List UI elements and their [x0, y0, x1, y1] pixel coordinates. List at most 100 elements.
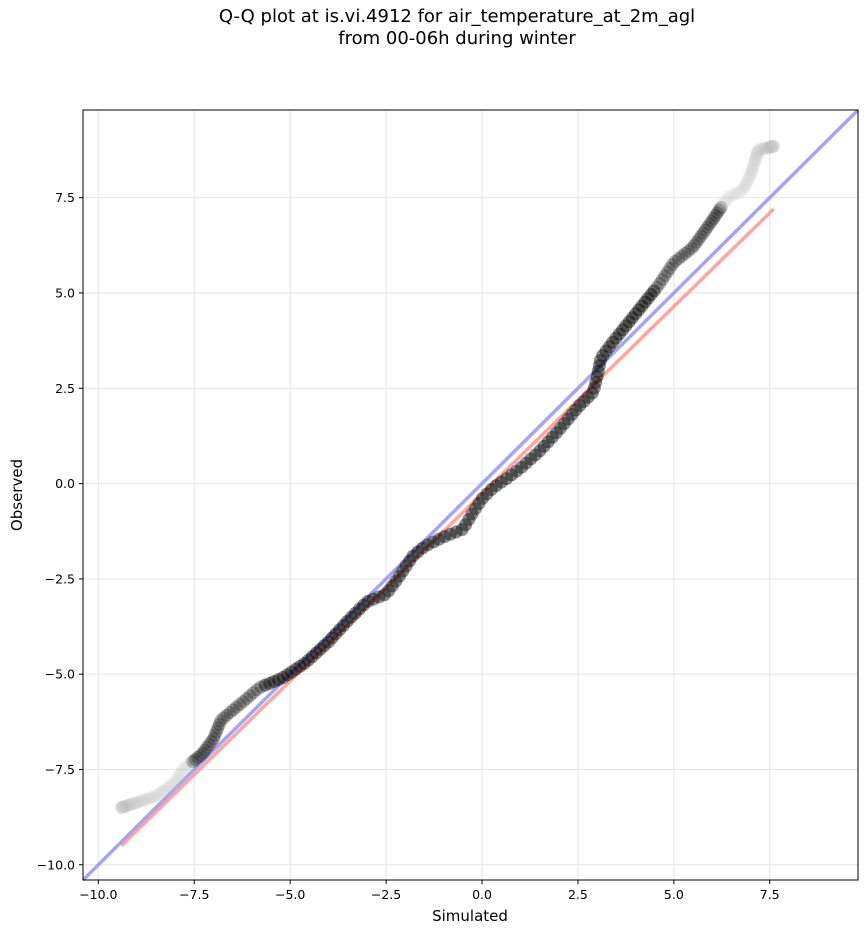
- qq-point: [766, 139, 780, 153]
- qq-point: [748, 155, 762, 169]
- qq-point: [115, 801, 129, 815]
- qq-point: [738, 179, 752, 193]
- qq-point: [585, 386, 599, 400]
- qq-point: [406, 549, 420, 563]
- qq-point: [357, 598, 371, 612]
- qq-point: [703, 217, 717, 231]
- qq-point: [126, 797, 140, 811]
- qq-point: [484, 483, 498, 497]
- scatter-points: [114, 139, 781, 815]
- qq-point: [123, 798, 137, 812]
- qq-point: [719, 193, 733, 207]
- qq-point: [263, 676, 277, 690]
- qq-point: [692, 232, 706, 246]
- qq-point: [293, 659, 307, 673]
- qq-point: [117, 800, 131, 814]
- qq-point: [581, 390, 595, 404]
- fit-line: [120, 207, 775, 847]
- qq-point: [736, 183, 750, 197]
- qq-point: [163, 779, 177, 793]
- qq-point: [737, 181, 751, 195]
- x-tick-label: −2.5: [371, 887, 401, 902]
- qq-point: [758, 141, 772, 155]
- qq-point: [250, 683, 264, 697]
- qq-point: [455, 523, 469, 537]
- qq-point: [569, 403, 583, 417]
- qq-point: [541, 435, 555, 449]
- qq-point: [329, 627, 343, 641]
- qq-point: [524, 452, 538, 466]
- qq-point: [352, 602, 366, 616]
- qq-point: [276, 671, 290, 685]
- qq-point: [724, 189, 738, 203]
- qq-point: [170, 772, 184, 786]
- qq-point: [186, 755, 200, 769]
- qq-point: [214, 714, 228, 728]
- qq-point: [396, 564, 410, 578]
- qq-point: [208, 728, 222, 742]
- x-tick-label: −5.0: [275, 887, 305, 902]
- grid: [83, 110, 858, 880]
- x-tick-label: 0.0: [472, 887, 492, 902]
- qq-point: [750, 146, 764, 160]
- qq-point: [116, 800, 130, 814]
- qq-point: [233, 697, 247, 711]
- qq-point: [361, 594, 375, 608]
- qq-point: [459, 518, 473, 532]
- qq-point: [761, 141, 775, 155]
- qq-point: [169, 774, 183, 788]
- qq-point: [159, 782, 173, 796]
- qq-point: [766, 139, 780, 153]
- qq-point: [152, 787, 166, 801]
- y-axis-ticks: −10.0 −7.5 −5.0 −2.5 0.0 2.5 5.0 7.5: [37, 190, 83, 872]
- qq-point: [129, 796, 143, 810]
- qq-point: [717, 195, 731, 209]
- qq-point: [167, 776, 181, 790]
- qq-point: [750, 149, 764, 163]
- qq-point: [449, 525, 463, 539]
- qq-point: [193, 748, 207, 762]
- qq-point: [698, 223, 712, 237]
- qq-point: [392, 569, 406, 583]
- y-tick-label: −10.0: [37, 857, 75, 872]
- qq-point: [145, 790, 159, 804]
- qq-point: [596, 348, 610, 362]
- qq-point: [731, 185, 745, 199]
- qq-point: [127, 796, 141, 810]
- qq-point: [746, 160, 760, 174]
- qq-point: [766, 139, 780, 153]
- x-tick-label: −10.0: [79, 887, 117, 902]
- qq-point: [687, 239, 701, 253]
- qq-point: [157, 783, 171, 797]
- qq-point: [426, 535, 440, 549]
- qq-point: [372, 590, 386, 604]
- y-tick-label: −2.5: [45, 571, 75, 586]
- qq-point: [115, 800, 129, 814]
- qq-point: [734, 184, 748, 198]
- qq-point: [690, 235, 704, 249]
- qq-point: [122, 798, 136, 812]
- identity-line: [81, 108, 860, 882]
- qq-point: [602, 340, 616, 354]
- qq-point: [115, 800, 129, 814]
- qq-point: [125, 797, 139, 811]
- qq-point: [599, 344, 613, 358]
- qq-point: [553, 421, 567, 435]
- qq-point: [635, 299, 649, 313]
- qq-point: [593, 353, 607, 367]
- qq-point: [204, 735, 218, 749]
- qq-point: [743, 168, 757, 182]
- qq-point: [590, 370, 604, 384]
- qq-point: [494, 475, 508, 489]
- qq-point: [118, 799, 132, 813]
- x-axis-label: Simulated: [432, 907, 508, 925]
- qq-point: [549, 426, 563, 440]
- qq-point: [757, 142, 771, 156]
- qq-point: [519, 456, 533, 470]
- qq-point: [161, 781, 175, 795]
- qq-point: [432, 532, 446, 546]
- qq-point: [729, 187, 743, 201]
- qq-point: [537, 439, 551, 453]
